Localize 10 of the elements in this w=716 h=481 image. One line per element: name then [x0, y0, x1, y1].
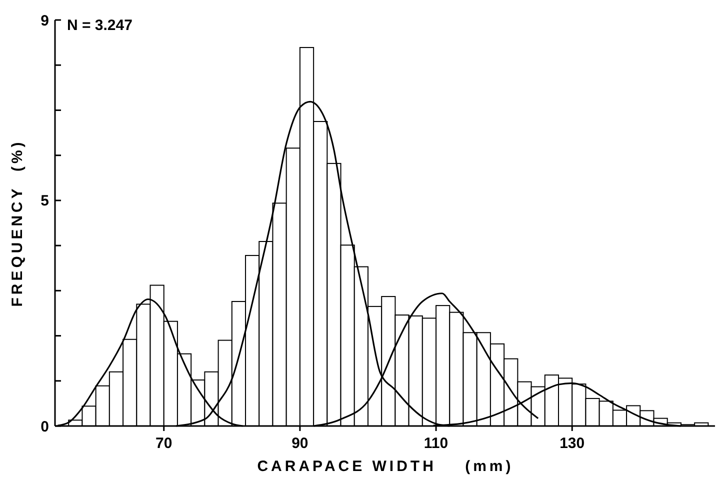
y-tick-label: 0 — [40, 418, 49, 436]
x-tick-label: 90 — [292, 435, 308, 452]
y-tick-label: 9 — [40, 12, 49, 30]
x-axis-title: CARAPACE WIDTH (mm) — [257, 458, 514, 475]
x-tick-label: 130 — [560, 435, 585, 452]
y-tick-label: 5 — [40, 192, 49, 210]
x-tick-label: 110 — [424, 435, 448, 452]
y-axis-title: FREQUENCY (%) — [9, 139, 26, 307]
annotation: N = 3.247 — [67, 17, 132, 34]
x-tick-label: 70 — [156, 435, 172, 452]
